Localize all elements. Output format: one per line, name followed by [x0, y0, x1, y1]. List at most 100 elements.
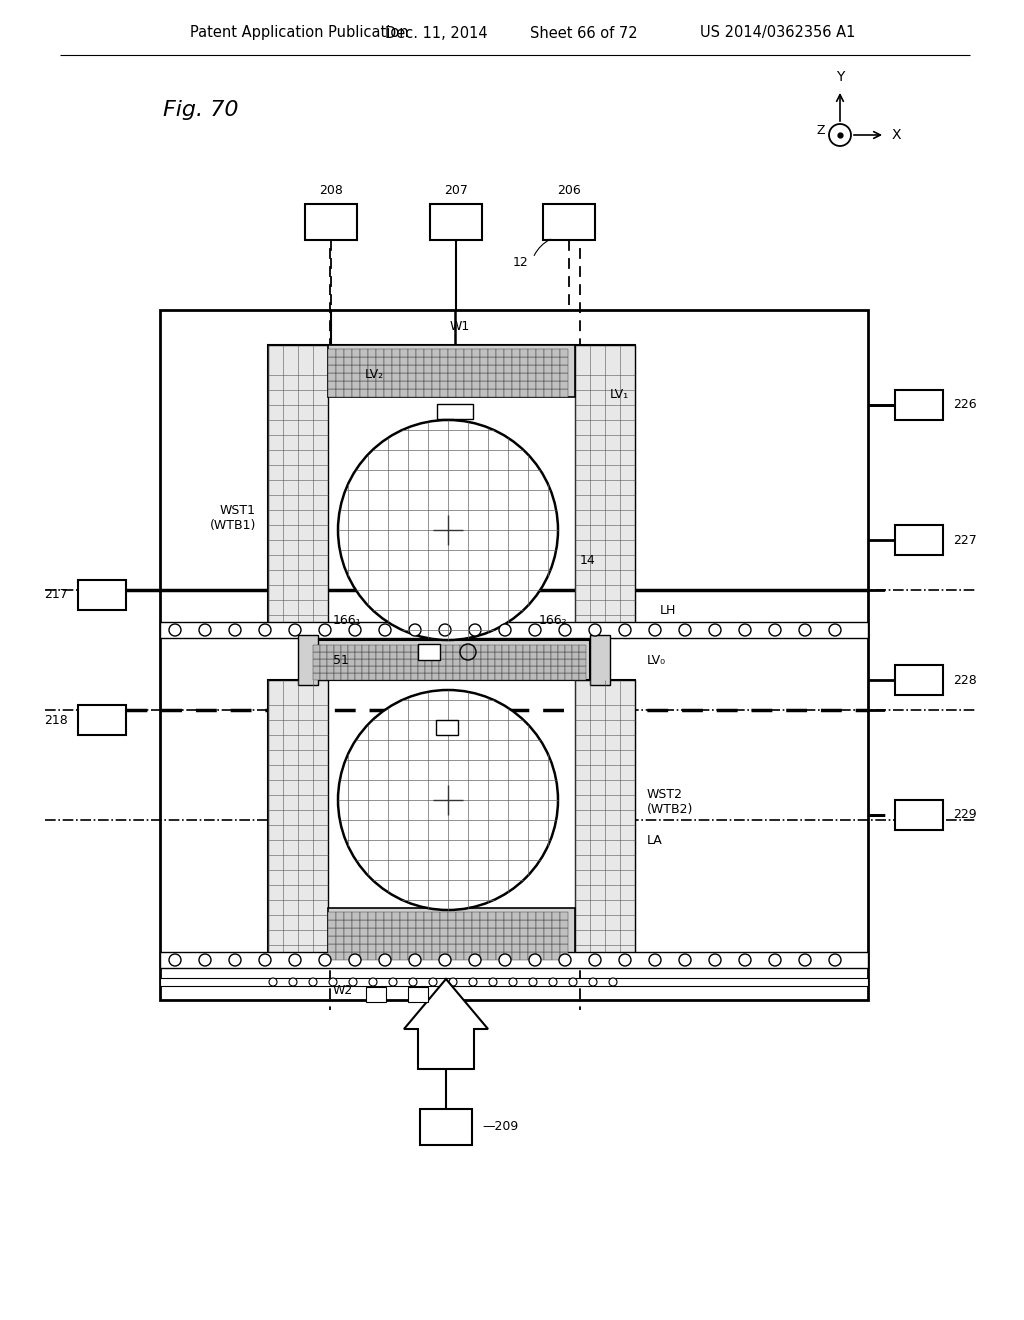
Bar — [400, 920, 408, 928]
Bar — [456, 356, 464, 366]
Text: 226: 226 — [953, 399, 977, 412]
Bar — [488, 645, 495, 652]
Bar — [408, 912, 416, 920]
Bar — [496, 374, 504, 381]
Bar — [384, 920, 392, 928]
Bar — [552, 928, 560, 936]
Bar — [348, 652, 355, 659]
Bar — [383, 652, 390, 659]
Bar — [411, 667, 418, 673]
Bar — [552, 356, 560, 366]
Bar — [376, 673, 383, 680]
Bar — [408, 374, 416, 381]
Bar — [268, 345, 635, 630]
Bar — [520, 936, 528, 944]
Bar — [449, 928, 456, 936]
Bar — [512, 348, 520, 356]
Bar — [560, 928, 568, 936]
Bar — [432, 645, 439, 652]
Bar — [400, 936, 408, 944]
Bar — [440, 920, 449, 928]
Bar — [464, 936, 472, 944]
Bar — [536, 381, 544, 389]
Bar — [411, 652, 418, 659]
Bar — [400, 356, 408, 366]
Bar — [472, 928, 480, 936]
Bar — [334, 673, 341, 680]
Bar — [268, 680, 328, 960]
Text: 229: 229 — [953, 808, 977, 821]
Bar — [336, 952, 344, 960]
Bar — [160, 952, 868, 968]
Text: 208: 208 — [319, 183, 343, 197]
Bar — [575, 345, 635, 630]
Bar — [552, 374, 560, 381]
Bar — [355, 645, 362, 652]
Bar — [481, 652, 488, 659]
Bar — [440, 381, 449, 389]
Bar — [460, 645, 467, 652]
Bar — [384, 928, 392, 936]
Bar — [360, 912, 368, 920]
Bar — [392, 944, 400, 952]
Bar — [456, 381, 464, 389]
Circle shape — [529, 978, 537, 986]
FancyArrow shape — [404, 979, 488, 1069]
Bar — [425, 659, 432, 667]
Bar — [327, 645, 334, 652]
Circle shape — [289, 624, 301, 636]
Bar — [579, 673, 586, 680]
Bar — [474, 645, 481, 652]
Bar — [552, 936, 560, 944]
Bar — [512, 366, 520, 374]
Bar — [432, 912, 440, 920]
Bar — [552, 952, 560, 960]
Text: LV₂: LV₂ — [365, 368, 384, 381]
Circle shape — [369, 978, 377, 986]
Bar — [344, 348, 352, 356]
Bar — [432, 952, 440, 960]
Bar — [512, 912, 520, 920]
Bar — [397, 667, 404, 673]
Bar — [516, 667, 523, 673]
Bar — [404, 673, 411, 680]
Bar — [432, 366, 440, 374]
Bar — [480, 389, 488, 397]
Bar — [502, 652, 509, 659]
Bar — [523, 659, 530, 667]
Circle shape — [618, 624, 631, 636]
Bar — [552, 920, 560, 928]
Circle shape — [429, 978, 437, 986]
Bar — [352, 389, 360, 397]
Bar — [558, 659, 565, 667]
Bar — [528, 952, 536, 960]
Bar — [416, 356, 424, 366]
Bar — [481, 645, 488, 652]
Bar — [362, 673, 369, 680]
Bar — [336, 389, 344, 397]
Bar — [496, 920, 504, 928]
Bar — [376, 389, 384, 397]
Bar — [418, 667, 425, 673]
Bar — [360, 936, 368, 944]
Bar — [464, 356, 472, 366]
Circle shape — [289, 954, 301, 966]
Bar — [472, 348, 480, 356]
Text: LA: LA — [647, 833, 663, 846]
Bar — [453, 673, 460, 680]
Text: Patent Application Publication: Patent Application Publication — [190, 25, 409, 41]
Bar — [488, 374, 496, 381]
Bar — [520, 912, 528, 920]
Bar — [360, 944, 368, 952]
Bar — [360, 381, 368, 389]
Bar — [502, 667, 509, 673]
Bar — [313, 667, 319, 673]
Bar — [504, 381, 512, 389]
Bar — [384, 912, 392, 920]
Bar — [376, 952, 384, 960]
Bar — [464, 381, 472, 389]
Bar — [495, 652, 502, 659]
Bar — [558, 645, 565, 652]
Bar — [392, 348, 400, 356]
Bar — [552, 944, 560, 952]
